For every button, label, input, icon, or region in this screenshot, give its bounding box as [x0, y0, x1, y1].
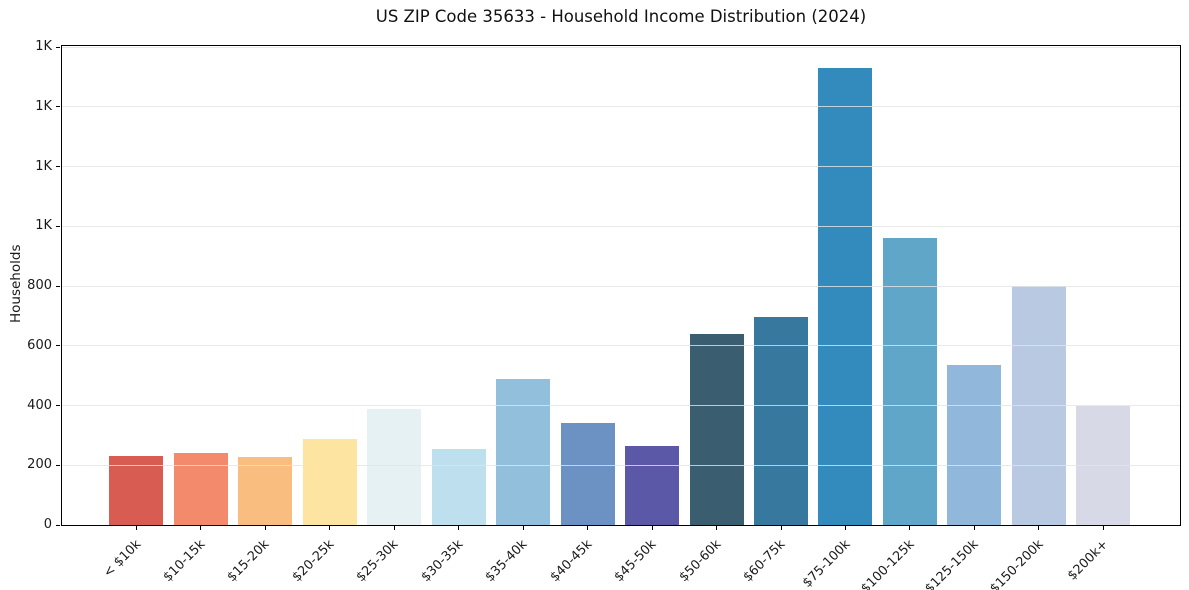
- gridline-1200: [62, 166, 1180, 168]
- x-tick-label-text: $50-60k: [676, 537, 725, 585]
- x-tick-mark: [1038, 526, 1040, 530]
- bar-2: [173, 452, 228, 525]
- bar-12: [818, 68, 873, 525]
- y-tick-mark: [56, 464, 60, 466]
- y-tick-label: 400: [27, 397, 52, 413]
- y-tick-label: 1K: [35, 39, 52, 55]
- gridline-1000: [62, 225, 1180, 227]
- y-tick-label: 1K: [35, 218, 52, 234]
- gridline-200: [62, 464, 1180, 466]
- x-tick-mark: [329, 526, 331, 530]
- y-tick-mark: [56, 106, 60, 108]
- x-tick-mark: [844, 526, 846, 530]
- x-tick-label-text: $10-15k: [160, 537, 209, 585]
- bar-14: [947, 365, 1002, 525]
- x-tick-mark: [522, 526, 524, 530]
- x-tick-label-text: $25-30k: [353, 537, 402, 585]
- gridline-1400: [62, 106, 1180, 108]
- x-tick-label-text: $40-45k: [547, 537, 596, 585]
- bar-7: [496, 378, 551, 525]
- chart-title: US ZIP Code 35633 - Household Income Dis…: [375, 7, 867, 26]
- y-tick-mark: [56, 345, 60, 347]
- bar-6: [431, 448, 486, 525]
- bar-3: [238, 457, 293, 525]
- y-axis-label: Households: [8, 244, 24, 323]
- x-tick-mark: [651, 526, 653, 530]
- bar-4: [302, 438, 357, 525]
- plot-area: [61, 45, 1181, 526]
- y-tick-label: 1K: [35, 158, 52, 174]
- x-tick-mark: [135, 526, 137, 530]
- x-tick-mark: [909, 526, 911, 530]
- x-tick-label-text: $20-25k: [289, 537, 338, 585]
- y-tick-label: 0: [43, 517, 52, 532]
- gridline-1600: [62, 46, 1180, 48]
- y-tick-label: 800: [27, 278, 52, 294]
- x-tick-label-text: $75-100k: [799, 537, 854, 590]
- y-tick-label: 600: [27, 337, 52, 353]
- x-tick-mark: [393, 526, 395, 530]
- x-tick-label-text: < $10k: [100, 537, 144, 581]
- y-tick-mark: [56, 46, 60, 48]
- x-tick-label-text: $15-20k: [224, 537, 273, 585]
- bar-1: [109, 456, 164, 525]
- x-tick-mark: [587, 526, 589, 530]
- x-tick-label-text: $45-50k: [611, 537, 660, 585]
- bar-9: [625, 445, 680, 525]
- y-tick-label: 200: [27, 457, 52, 473]
- x-tick-mark: [973, 526, 975, 530]
- x-tick-mark: [716, 526, 718, 530]
- bar-10: [689, 334, 744, 525]
- x-tick-mark: [264, 526, 266, 530]
- y-tick-label: 1K: [35, 98, 52, 114]
- x-tick-mark: [1102, 526, 1104, 530]
- x-tick-mark: [780, 526, 782, 530]
- x-tick-label-text: $35-40k: [482, 537, 531, 585]
- bar-13: [882, 238, 937, 525]
- x-tick-label-text: $200k+: [1064, 537, 1111, 584]
- y-tick-mark: [56, 405, 60, 407]
- x-tick-mark: [458, 526, 460, 530]
- x-tick-label-text: $60-75k: [740, 537, 789, 585]
- y-tick-mark: [56, 225, 60, 227]
- bar-11: [754, 316, 808, 525]
- bar-5: [367, 408, 422, 525]
- x-tick-label-text: $30-35k: [418, 537, 467, 585]
- y-tick-mark: [56, 285, 60, 287]
- gridline-400: [62, 405, 1180, 407]
- x-tick-label-text: $125-150k: [922, 537, 983, 590]
- x-tick-label-text: $100-125k: [858, 537, 918, 590]
- y-tick-mark: [56, 166, 60, 168]
- y-tick-mark: [56, 524, 60, 526]
- x-tick-mark: [200, 526, 202, 530]
- gridline-800: [62, 285, 1180, 287]
- bar-8: [560, 422, 615, 525]
- gridline-600: [62, 345, 1180, 347]
- x-tick-label-text: $150-200k: [987, 537, 1047, 590]
